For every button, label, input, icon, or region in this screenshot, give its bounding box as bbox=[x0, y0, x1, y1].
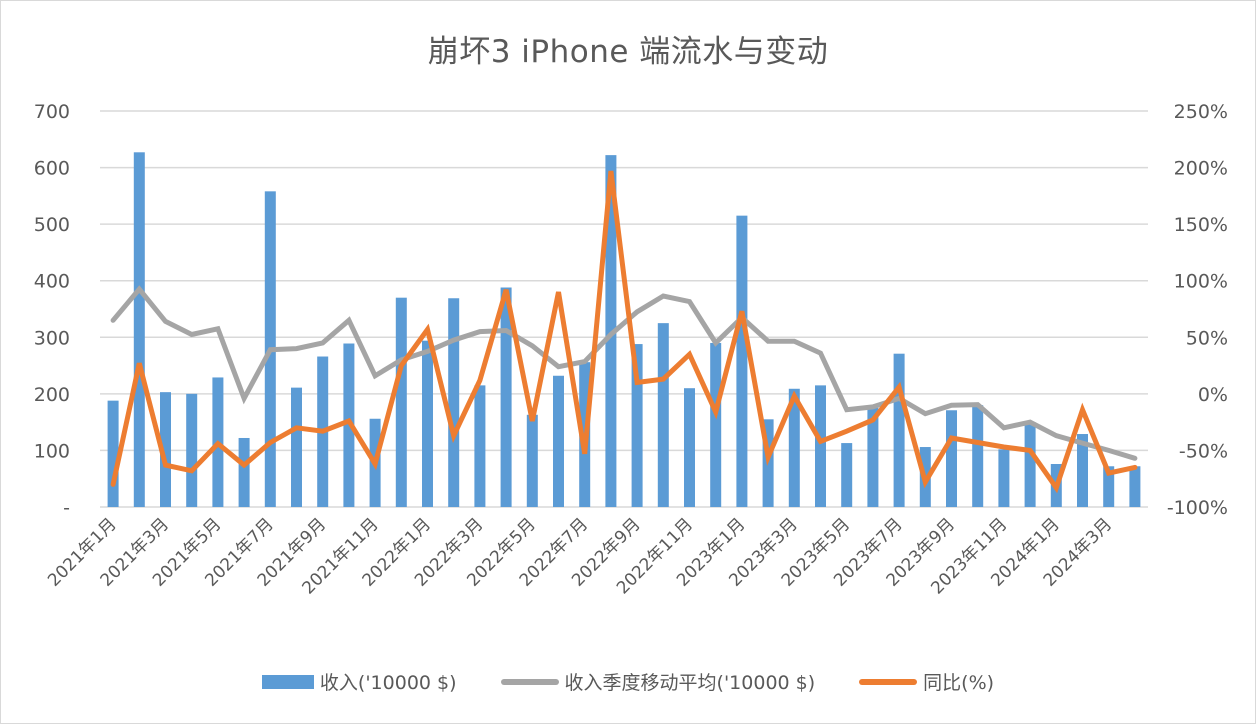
revenue-bar bbox=[474, 385, 486, 507]
legend-item-moving-average: 收入季度移动平均('10000 $) bbox=[500, 668, 816, 695]
revenue-bar bbox=[1129, 466, 1141, 507]
y-right-tick-label: 0% bbox=[1198, 384, 1228, 406]
revenue-bar bbox=[1077, 434, 1088, 507]
revenue-bar bbox=[998, 449, 1010, 507]
legend-swatch-gray-line-icon bbox=[500, 678, 559, 685]
revenue-bar bbox=[972, 405, 984, 507]
legend-label-yoy: 同比(%) bbox=[923, 672, 995, 694]
revenue-bar bbox=[684, 388, 695, 507]
revenue-bar bbox=[605, 155, 617, 507]
legend-label-revenue: 收入('10000 $) bbox=[319, 672, 457, 694]
revenue-bar bbox=[160, 392, 171, 507]
legend-swatch-bar-icon bbox=[261, 674, 314, 689]
y-right-tick-label: -50% bbox=[1179, 440, 1228, 462]
y-left-tick-label: 200 bbox=[34, 384, 70, 406]
revenue-bar bbox=[841, 443, 853, 507]
revenue-bar bbox=[631, 344, 643, 507]
revenue-bar bbox=[1024, 422, 1036, 507]
legend-item-revenue: 收入('10000 $) bbox=[261, 668, 457, 695]
revenue-bar bbox=[448, 298, 460, 507]
revenue-bar bbox=[500, 287, 512, 507]
revenue-bar bbox=[867, 408, 879, 507]
y-right-tick-label: -100% bbox=[1167, 497, 1228, 519]
legend-label-moving-average: 收入季度移动平均('10000 $) bbox=[564, 672, 816, 694]
y-left-tick-label: 700 bbox=[34, 101, 70, 123]
revenue-bar bbox=[395, 297, 407, 507]
revenue-bar bbox=[553, 375, 564, 507]
revenue-bar bbox=[526, 414, 538, 507]
y-right-tick-label: 150% bbox=[1174, 214, 1228, 236]
revenue-bar bbox=[657, 323, 669, 507]
revenue-bar bbox=[238, 437, 250, 507]
y-left-tick-label: 600 bbox=[34, 158, 70, 180]
revenue-bar bbox=[107, 400, 119, 507]
revenue-bar bbox=[422, 340, 433, 507]
y-left-tick-label: 400 bbox=[34, 271, 70, 293]
revenue-bar bbox=[946, 410, 957, 507]
chart-title: 崩坏3 iPhone 端流水与变动 bbox=[427, 34, 829, 70]
revenue-bar bbox=[291, 387, 302, 507]
y-left-tick-label: 300 bbox=[34, 327, 70, 349]
revenue-bar bbox=[710, 342, 722, 507]
y-left-tick-label: 500 bbox=[34, 214, 70, 236]
legend-swatch-orange-line-icon bbox=[859, 678, 918, 685]
chart-legend: 收入('10000 $) 收入季度移动平均('10000 $) 同比(%) bbox=[0, 668, 1256, 695]
y-right-tick-label: 50% bbox=[1186, 327, 1228, 349]
revenue-bar bbox=[1103, 466, 1115, 507]
yoy-line bbox=[110, 170, 1138, 494]
y-right-tick-label: 100% bbox=[1174, 271, 1228, 293]
y-left-tick-label: 100 bbox=[34, 440, 70, 462]
y-left-tick-label: - bbox=[63, 497, 70, 519]
revenue-bar bbox=[788, 388, 800, 507]
legend-item-yoy: 同比(%) bbox=[859, 668, 994, 695]
y-right-tick-label: 250% bbox=[1174, 101, 1228, 123]
revenue-bar bbox=[736, 215, 748, 507]
revenue-bar bbox=[815, 385, 826, 507]
revenue-bar bbox=[893, 353, 905, 507]
revenue-bar bbox=[186, 393, 198, 507]
revenue-bar bbox=[133, 152, 145, 507]
moving-average-line bbox=[110, 285, 1138, 461]
y-right-tick-label: 200% bbox=[1174, 158, 1228, 180]
